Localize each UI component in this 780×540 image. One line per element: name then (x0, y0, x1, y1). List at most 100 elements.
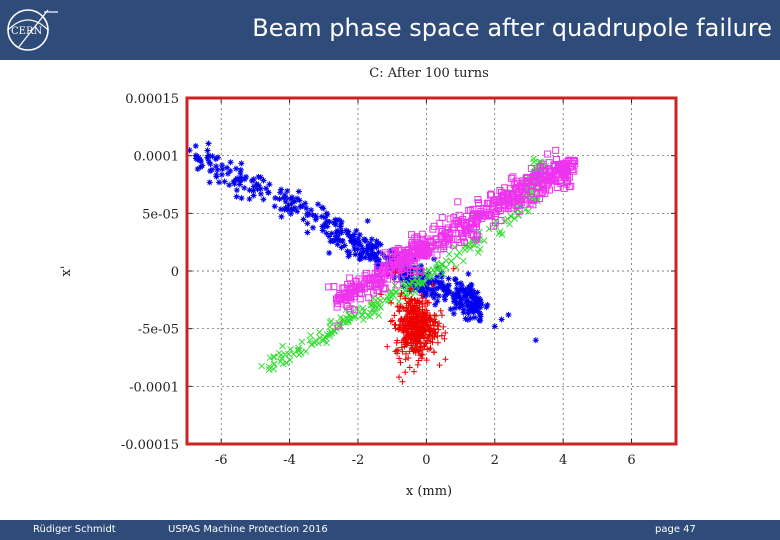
data-point (352, 251, 359, 258)
x-tick-label: -2 (352, 453, 365, 468)
data-point (192, 142, 199, 149)
data-point (346, 274, 354, 282)
data-point (362, 254, 369, 261)
data-point (265, 189, 272, 196)
data-point (340, 284, 348, 292)
data-point (553, 166, 561, 174)
data-point (382, 253, 389, 260)
data-point (466, 245, 474, 252)
data-point (546, 172, 554, 180)
data-point (372, 306, 379, 313)
data-point (446, 215, 454, 223)
data-point (219, 166, 226, 173)
data-point (497, 217, 505, 225)
data-point (368, 298, 375, 306)
data-point (422, 269, 429, 277)
data-point (423, 292, 430, 299)
data-point (438, 282, 445, 289)
data-point (363, 269, 371, 277)
data-point (438, 214, 446, 222)
data-point (397, 303, 404, 310)
data-point (376, 297, 384, 304)
data-point (435, 284, 442, 291)
data-point (298, 338, 306, 346)
data-point (318, 213, 325, 220)
data-point (461, 242, 469, 250)
data-point (432, 330, 439, 337)
data-point (354, 246, 361, 253)
data-point (433, 285, 440, 292)
data-point (398, 290, 405, 297)
data-point (396, 246, 404, 254)
data-point (430, 255, 437, 262)
data-point (334, 227, 341, 234)
data-point (373, 258, 380, 265)
data-point (254, 186, 261, 193)
data-point (465, 270, 472, 277)
data-point (369, 249, 376, 256)
data-point (430, 281, 437, 288)
data-point (233, 165, 240, 172)
data-point (425, 324, 432, 331)
data-point (391, 282, 399, 289)
data-point (394, 337, 401, 344)
data-point (525, 208, 532, 215)
data-point (553, 184, 561, 192)
data-point (322, 220, 329, 227)
data-point (385, 271, 393, 279)
data-point (360, 316, 367, 324)
data-point (402, 356, 409, 363)
data-point (308, 340, 316, 348)
data-point (427, 287, 434, 294)
data-point (351, 306, 359, 314)
data-point (373, 244, 380, 251)
data-point (468, 281, 475, 288)
data-point (491, 323, 498, 330)
data-point (409, 242, 417, 250)
data-point (450, 265, 457, 272)
data-point (330, 237, 337, 244)
x-tick-label: 4 (559, 453, 567, 468)
data-point (392, 274, 400, 282)
data-point (542, 186, 550, 194)
data-point (384, 275, 392, 283)
data-point (440, 285, 447, 292)
data-point (243, 173, 250, 180)
data-points (186, 140, 579, 385)
data-point (338, 218, 345, 225)
cern-logo: CERN (7, 9, 58, 51)
data-point (375, 249, 382, 256)
data-point (406, 281, 414, 289)
data-point (477, 313, 484, 320)
data-point (414, 338, 421, 345)
data-point (434, 339, 441, 346)
data-point (435, 292, 442, 299)
data-point (536, 167, 544, 175)
data-point (522, 200, 530, 208)
data-point (316, 328, 323, 336)
data-point (277, 189, 284, 196)
data-point (473, 231, 481, 239)
data-point (315, 201, 322, 208)
data-point (417, 339, 424, 346)
data-point (548, 174, 556, 182)
data-point (287, 345, 294, 353)
data-point (447, 257, 455, 265)
x-tick-label: -4 (283, 453, 296, 468)
data-point (442, 329, 449, 336)
data-point (265, 363, 273, 371)
data-point (446, 288, 453, 295)
data-point (224, 164, 231, 171)
data-point (278, 186, 285, 193)
data-point (288, 200, 295, 207)
data-point (206, 159, 213, 166)
data-point (510, 197, 518, 205)
data-point (414, 329, 421, 336)
data-point (389, 291, 397, 299)
data-point (238, 160, 245, 167)
data-point (454, 280, 461, 287)
data-point (509, 193, 517, 201)
data-point (402, 369, 409, 376)
data-point (421, 289, 428, 296)
y-tick-label: 5e-05 (142, 207, 179, 222)
